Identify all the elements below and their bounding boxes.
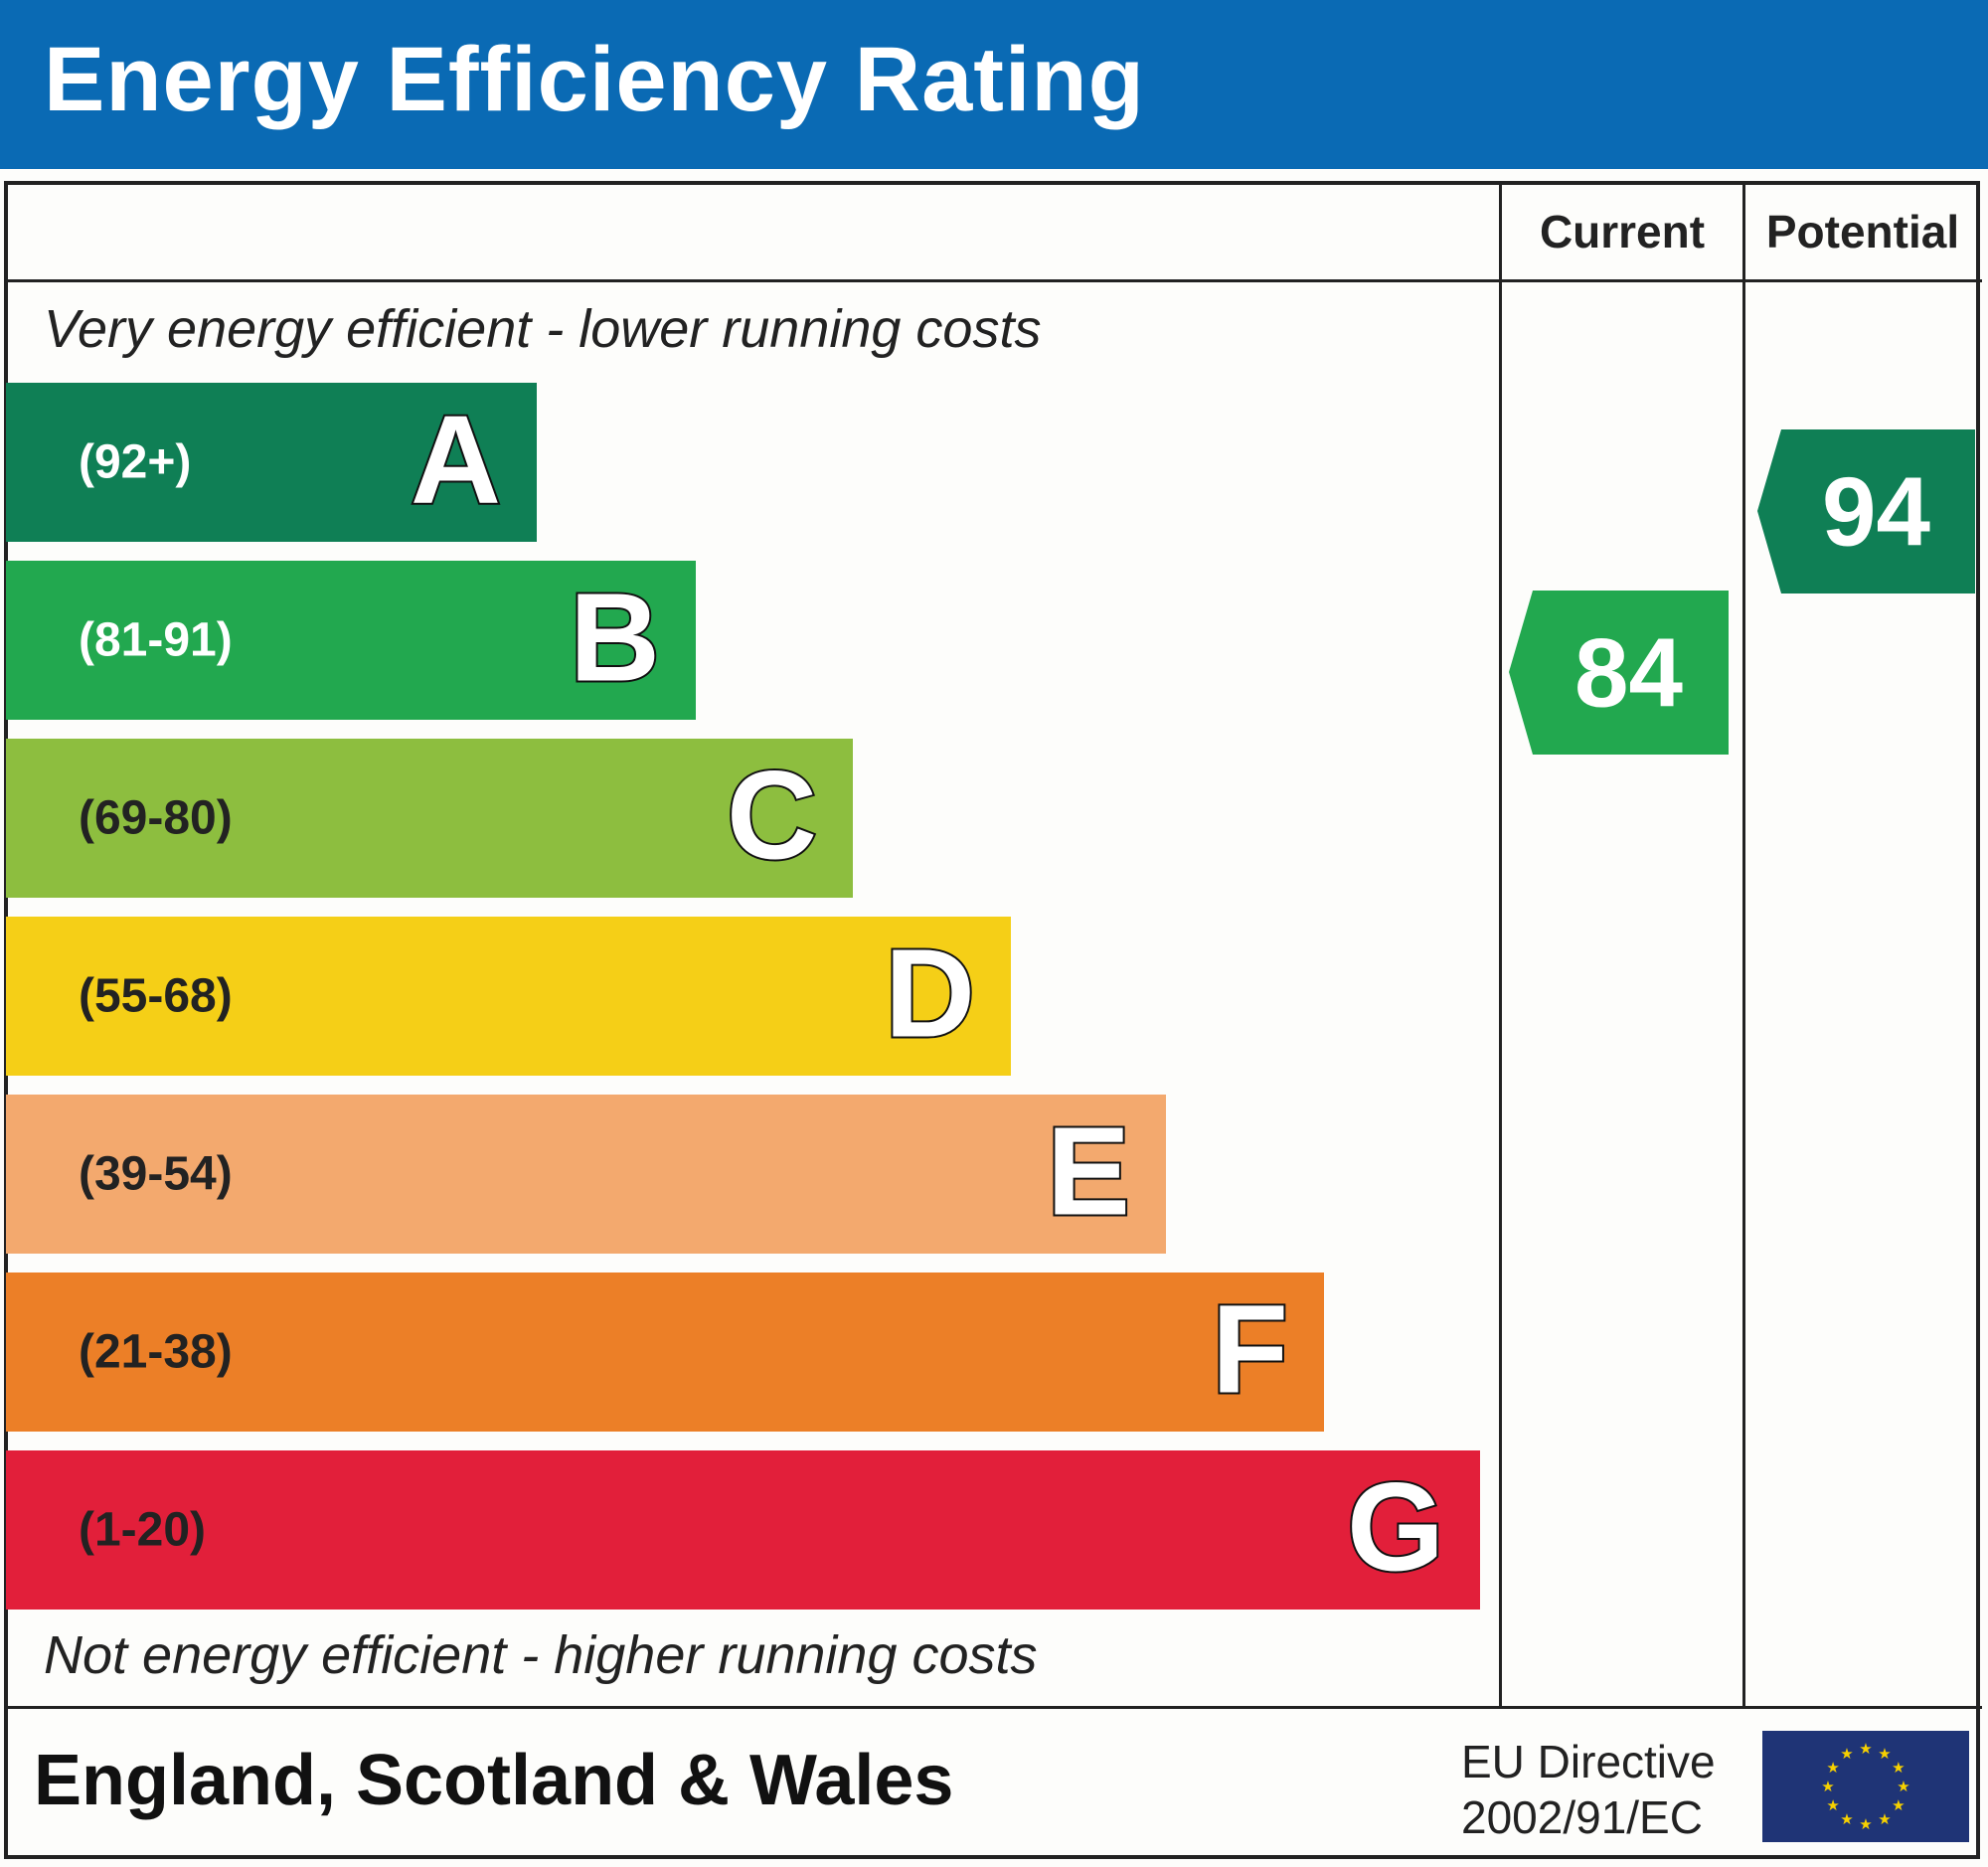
page-title: Energy Efficiency Rating [44, 29, 1145, 130]
column-divider [1742, 181, 1745, 1708]
current-rating-value: 84 [1574, 617, 1683, 727]
column-header-potential: Potential [1765, 206, 1960, 257]
column-divider [1499, 181, 1502, 1708]
band-range: (69-80) [79, 791, 233, 845]
band-letter: D [883, 922, 977, 1066]
column-header-current: Current [1539, 206, 1706, 257]
potential-arrow-shape [1757, 429, 1975, 594]
band-range: (81-91) [79, 613, 233, 667]
star-icon: ★ [1859, 1816, 1872, 1833]
star-icon: ★ [1878, 1746, 1891, 1763]
star-icon: ★ [1821, 1779, 1834, 1795]
directive-line-1: EU Directive [1461, 1736, 1716, 1787]
star-icon: ★ [1840, 1746, 1853, 1763]
band-letter: G [1345, 1455, 1446, 1600]
potential-rating-arrow: 94 [1757, 429, 1975, 594]
band-b: (81-91) B [6, 561, 696, 720]
band-d: (55-68) D [6, 917, 1011, 1076]
potential-rating-value: 94 [1821, 456, 1930, 566]
star-icon: ★ [1897, 1779, 1909, 1795]
band-range: (39-54) [79, 1147, 233, 1201]
band-a: (92+) A [6, 383, 537, 542]
band-g: (1-20) G [6, 1450, 1480, 1610]
star-icon: ★ [1826, 1797, 1839, 1814]
region-label: England, Scotland & Wales [34, 1741, 954, 1820]
star-icon: ★ [1826, 1760, 1839, 1777]
band-f: (21-38) F [6, 1273, 1324, 1432]
band-letter: B [568, 566, 662, 710]
footer-divider [6, 1706, 1982, 1709]
star-icon: ★ [1878, 1811, 1891, 1828]
current-arrow-shape [1509, 591, 1729, 755]
star-icon: ★ [1859, 1741, 1872, 1758]
band-letter: A [409, 388, 503, 532]
header-divider [6, 279, 1982, 282]
inefficient-note: Not energy efficient - higher running co… [44, 1625, 1038, 1685]
band-range: (1-20) [79, 1503, 207, 1557]
band-letter: F [1210, 1277, 1290, 1422]
eu-flag-icon: ★ ★ ★ ★ ★ ★ ★ ★ ★ ★ ★ ★ [1762, 1731, 1969, 1842]
star-icon: ★ [1840, 1811, 1853, 1828]
band-range: (55-68) [79, 969, 233, 1023]
band-range: (92+) [79, 435, 192, 489]
star-icon: ★ [1892, 1760, 1905, 1777]
eu-stars-icon: ★ ★★★★★★★★★★★ [1821, 1741, 1909, 1833]
star-icon: ★ [1892, 1797, 1905, 1814]
band-letter: E [1045, 1100, 1132, 1244]
current-rating-arrow: 84 [1509, 591, 1729, 755]
band-e: (39-54) E [6, 1095, 1166, 1254]
band-range: (21-38) [79, 1325, 233, 1379]
efficient-note: Very energy efficient - lower running co… [44, 299, 1042, 359]
band-letter: C [725, 744, 819, 888]
band-c: (69-80) C [6, 739, 853, 898]
eu-directive: EU Directive 2002/91/EC [1461, 1734, 1716, 1845]
directive-line-2: 2002/91/EC [1461, 1791, 1703, 1843]
header-bar: Energy Efficiency Rating [0, 0, 1988, 169]
